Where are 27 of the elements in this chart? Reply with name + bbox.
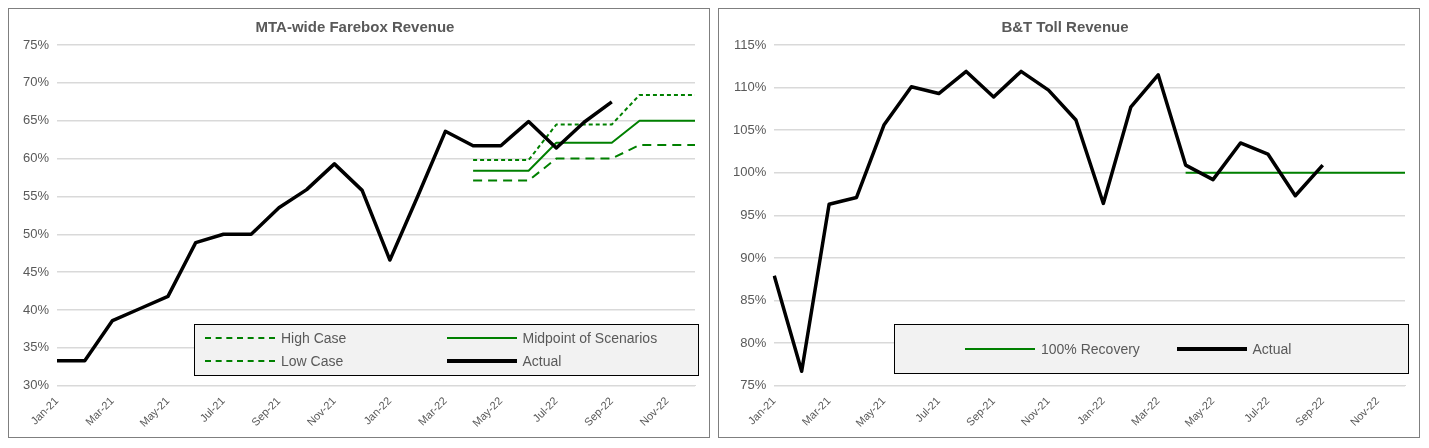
y-tick-label: 105% bbox=[733, 121, 767, 137]
y-tick-label: 80% bbox=[740, 334, 767, 350]
y-tick-label: 100% bbox=[733, 164, 767, 180]
y-tick-label: 65% bbox=[22, 112, 50, 128]
y-tick-label: 75% bbox=[22, 36, 50, 52]
y-tick-label: 45% bbox=[22, 263, 50, 279]
y-tick-label: 115% bbox=[733, 36, 767, 52]
y-tick-label: 60% bbox=[22, 150, 50, 166]
y-tick-label: 70% bbox=[22, 74, 50, 90]
legend-label: Actual bbox=[522, 353, 562, 370]
legend-label: Actual bbox=[1252, 340, 1292, 357]
legend-label: High Case bbox=[281, 330, 347, 347]
chart-title: MTA-wide Farebox Revenue bbox=[255, 18, 455, 36]
y-tick-label: 75% bbox=[740, 377, 767, 393]
y-tick-label: 30% bbox=[22, 377, 50, 393]
legend-label: 100% Recovery bbox=[1041, 340, 1140, 357]
y-tick-label: 40% bbox=[22, 301, 50, 317]
legend-label: Low Case bbox=[281, 353, 344, 370]
legend-label: Midpoint of Scenarios bbox=[522, 330, 658, 347]
y-tick-label: 95% bbox=[740, 206, 767, 222]
y-tick-label: 35% bbox=[22, 339, 50, 355]
y-tick-label: 50% bbox=[22, 225, 50, 241]
y-tick-label: 55% bbox=[22, 188, 50, 204]
y-tick-label: 90% bbox=[740, 249, 767, 265]
y-tick-label: 110% bbox=[733, 79, 767, 95]
chart-title: B&T Toll Revenue bbox=[1001, 18, 1129, 36]
y-tick-label: 85% bbox=[740, 292, 767, 308]
